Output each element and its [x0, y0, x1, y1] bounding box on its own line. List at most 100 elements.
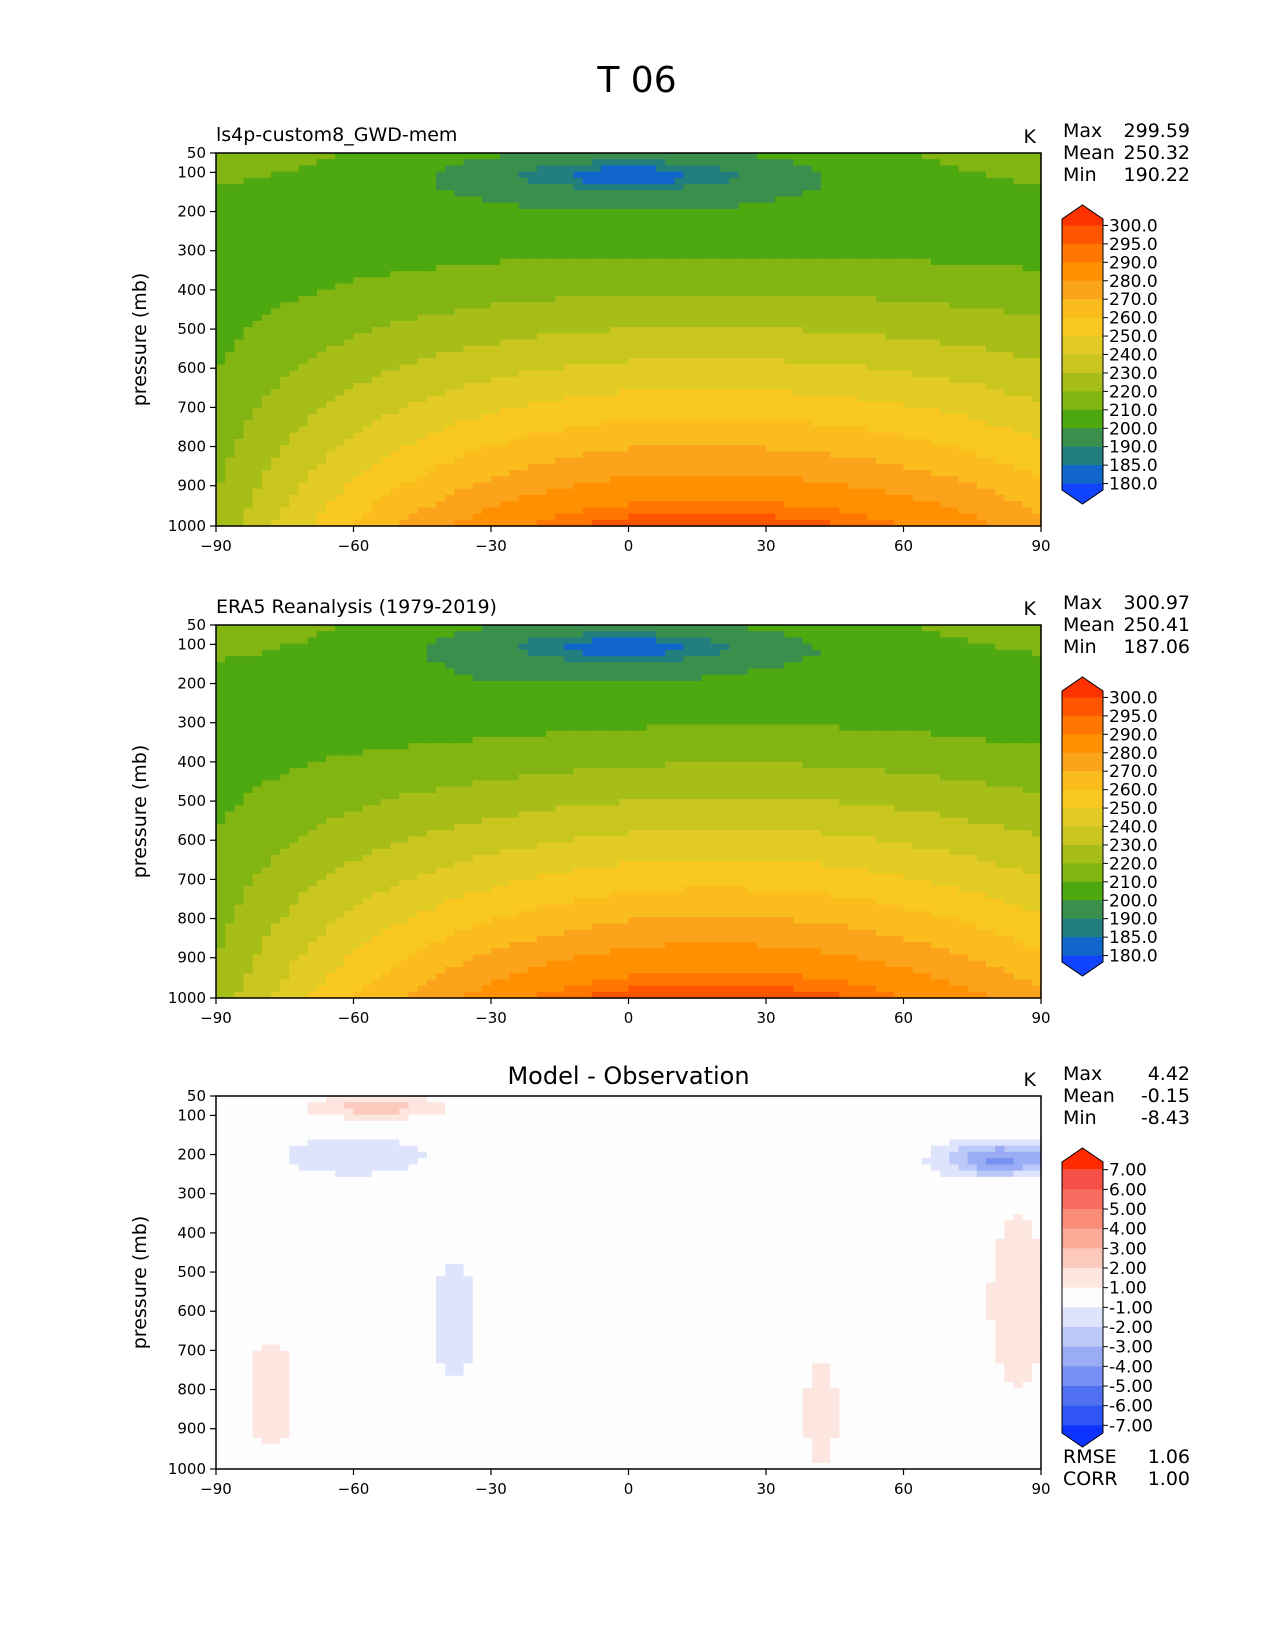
contour-cell: [243, 159, 254, 167]
contour-cell: [417, 345, 428, 353]
contour-cell: [307, 215, 318, 222]
contour-cell: [729, 302, 740, 310]
contour-cell: [280, 451, 290, 459]
contour-cell: [216, 177, 226, 185]
contour-cell: [417, 457, 428, 465]
contour-cell: [216, 264, 226, 272]
contour-cell: [903, 494, 914, 502]
contour-cell: [802, 370, 813, 378]
contour-cell: [885, 227, 895, 235]
contour-cell: [912, 445, 923, 452]
contour-cell: [628, 314, 639, 322]
contour-cell: [628, 271, 639, 278]
contour-cell: [417, 407, 428, 415]
contour-cell: [344, 345, 355, 353]
contour-cell: [811, 445, 822, 452]
contour-cell: [326, 208, 336, 216]
contour-cell: [335, 438, 345, 446]
contour-cell: [582, 153, 593, 160]
contour-cell: [921, 358, 932, 365]
contour-cell: [326, 463, 336, 471]
contour-cell: [564, 432, 575, 440]
contour-cell: [811, 488, 822, 496]
contour-cell: [857, 314, 868, 322]
contour-cell: [335, 271, 345, 278]
contour-cell: [390, 308, 400, 316]
contour-cell: [821, 420, 831, 428]
contour-cell: [637, 215, 648, 222]
contour-cell: [958, 320, 969, 328]
contour-cell: [564, 295, 575, 303]
contour-cell: [564, 258, 575, 266]
contour-cell: [454, 364, 465, 372]
contour-cell: [582, 519, 593, 527]
contour-cell: [500, 351, 510, 359]
contour-cell: [500, 196, 510, 204]
contour-cell: [371, 252, 382, 260]
contour-cell: [949, 370, 960, 378]
contour-cell: [747, 277, 758, 285]
contour-cell: [417, 376, 428, 384]
contour-cell: [921, 221, 932, 229]
contour-cell: [885, 389, 895, 397]
contour-cell: [463, 482, 474, 490]
contour-cell: [436, 208, 446, 216]
contour-cell: [692, 264, 703, 272]
contour-cell: [793, 364, 804, 372]
contour-cell: [738, 358, 749, 365]
contour-cell: [271, 339, 281, 347]
contour-cell: [921, 445, 932, 452]
contour-cell: [316, 351, 327, 359]
contour-cell: [390, 414, 400, 421]
contour-cell: [747, 432, 758, 440]
contour-cell: [316, 451, 327, 459]
contour-cell: [408, 159, 419, 167]
contour-cell: [371, 196, 382, 204]
contour-cell: [857, 432, 868, 440]
contour-cell: [701, 476, 712, 484]
contour-cell: [362, 202, 373, 210]
contour-cell: [399, 383, 410, 390]
contour-cell: [921, 383, 932, 390]
contour-cell: [894, 420, 905, 428]
contour-cell: [784, 451, 795, 459]
contour-cell: [839, 153, 850, 160]
contour-cell: [408, 488, 419, 496]
contour-cell: [729, 339, 740, 347]
contour-cell: [500, 202, 510, 210]
contour-cell: [564, 438, 575, 446]
contour-cell: [931, 159, 941, 167]
contour-cell: [463, 221, 474, 229]
contour-cell: [738, 171, 749, 179]
contour-cell: [656, 295, 666, 303]
contour-cell: [252, 264, 263, 272]
contour-cell: [390, 463, 400, 471]
contour-cell: [546, 153, 556, 160]
contour-cell: [720, 196, 730, 204]
contour-cell: [775, 283, 785, 291]
contour-cell: [949, 221, 960, 229]
contour-cell: [866, 271, 877, 278]
contour-cell: [793, 414, 804, 421]
contour-cell: [582, 401, 593, 409]
contour-cell: [683, 295, 694, 303]
contour-cell: [967, 171, 978, 179]
contour-cell: [784, 271, 795, 278]
contour-cell: [903, 451, 914, 459]
contour-cell: [912, 414, 923, 421]
contour-cell: [830, 432, 840, 440]
contour-cell: [518, 345, 529, 353]
contour-cell: [866, 383, 877, 390]
contour-cell: [472, 470, 483, 477]
contour-cell: [408, 333, 419, 341]
contour-cell: [894, 519, 905, 527]
contour-cell: [555, 196, 565, 204]
contour-cell: [775, 432, 785, 440]
contour-cell: [610, 289, 620, 297]
contour-cell: [683, 501, 694, 508]
contour-cell: [958, 159, 969, 167]
contour-cell: [591, 153, 602, 160]
contour-cell: [481, 364, 492, 372]
contour-cell: [866, 159, 877, 167]
contour-cell: [591, 308, 602, 316]
